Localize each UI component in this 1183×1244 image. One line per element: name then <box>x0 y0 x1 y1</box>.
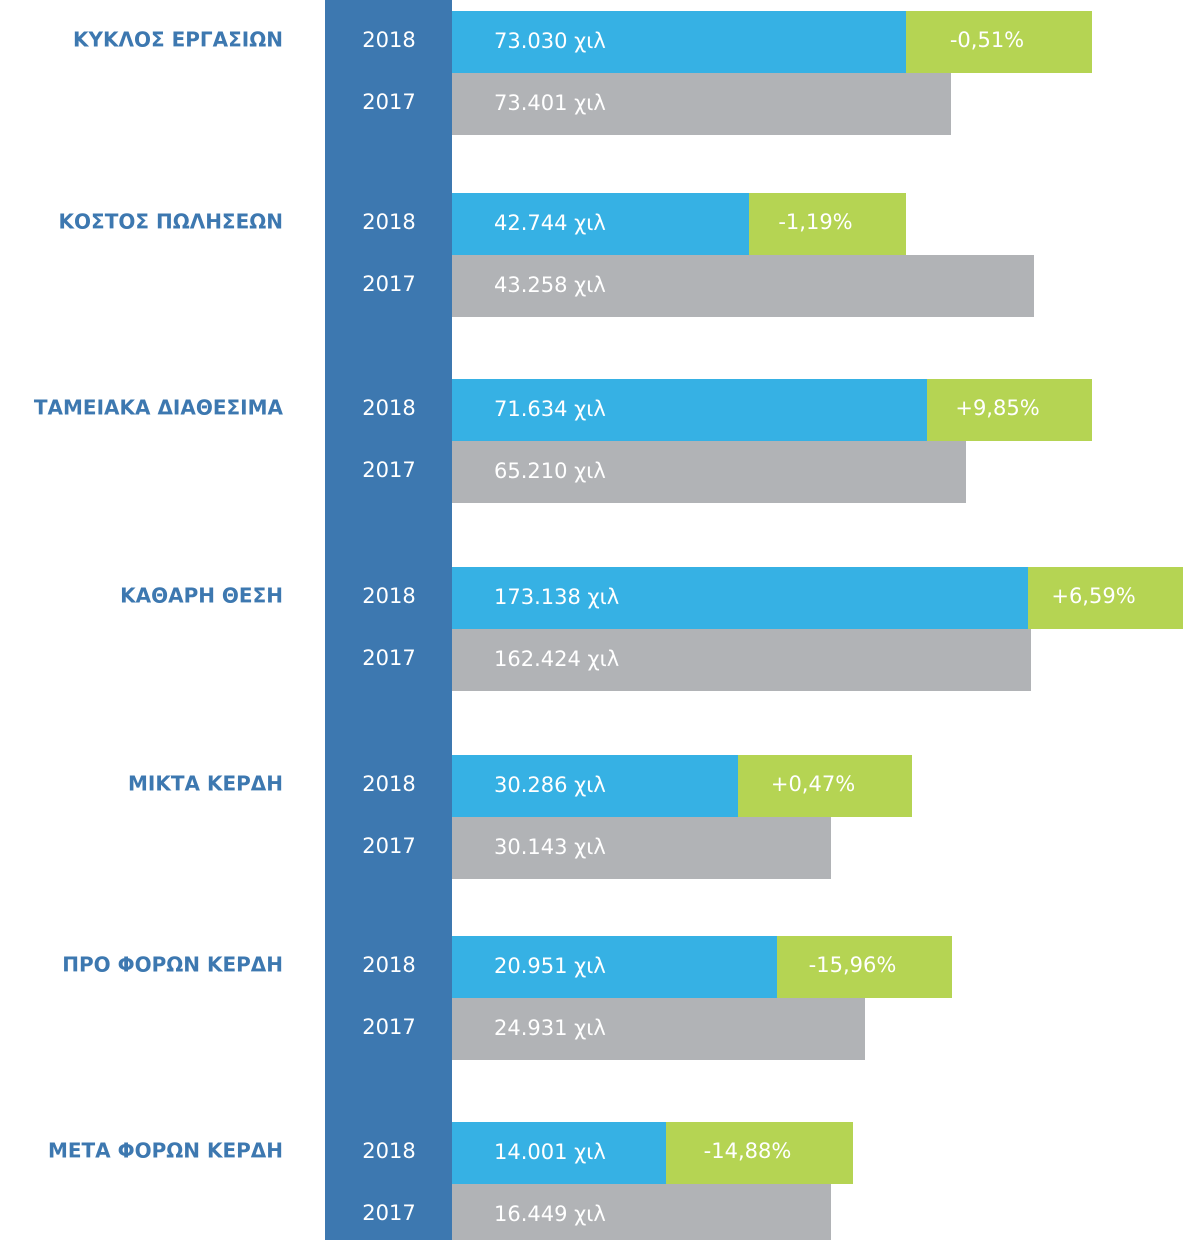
change-value: -15,96% <box>809 953 897 977</box>
current-year: 2018 <box>362 1139 415 1163</box>
category-label: ΚΑΘΑΡΗ ΘΕΣΗ <box>120 584 283 608</box>
current-year: 2018 <box>362 772 415 796</box>
category-label: ΠΡΟ ΦΟΡΩΝ ΚΕΡΔΗ <box>62 953 283 977</box>
current-value: 42.744 χιλ <box>494 211 606 235</box>
category-label: ΜΕΤΑ ΦΟΡΩΝ ΚΕΡΔΗ <box>48 1139 283 1163</box>
current-value: 14.001 χιλ <box>494 1140 606 1164</box>
previous-bar <box>452 998 865 1060</box>
previous-bar <box>452 73 951 135</box>
previous-value: 73.401 χιλ <box>494 91 606 115</box>
current-year: 2018 <box>362 953 415 977</box>
current-value: 173.138 χιλ <box>494 585 619 609</box>
current-value: 73.030 χιλ <box>494 29 606 53</box>
previous-bar <box>452 1184 831 1244</box>
previous-bar <box>452 817 831 879</box>
change-value: +6,59% <box>1051 584 1135 608</box>
change-bar <box>906 11 1092 73</box>
current-bar <box>452 1122 666 1184</box>
current-value: 30.286 χιλ <box>494 773 606 797</box>
change-value: -14,88% <box>704 1139 792 1163</box>
change-bar <box>927 379 1092 441</box>
current-year: 2018 <box>362 28 415 52</box>
change-bar <box>666 1122 853 1184</box>
previous-year: 2017 <box>362 90 415 114</box>
previous-bar <box>452 629 1031 691</box>
previous-year: 2017 <box>362 1015 415 1039</box>
category-label: ΚΥΚΛΟΣ ΕΡΓΑΣΙΩΝ <box>73 28 283 52</box>
current-bar <box>452 755 738 817</box>
previous-value: 65.210 χιλ <box>494 459 606 483</box>
previous-value: 30.143 χιλ <box>494 835 606 859</box>
current-bar <box>452 936 777 998</box>
change-bar <box>749 193 906 255</box>
category-label: ΤΑΜΕΙΑΚΑ ΔΙΑΘΕΣΙΜΑ <box>34 396 284 420</box>
previous-year: 2017 <box>362 646 415 670</box>
current-bar <box>452 379 927 441</box>
change-bar <box>738 755 912 817</box>
year-column <box>325 0 452 1240</box>
current-bar <box>452 193 749 255</box>
previous-value: 43.258 χιλ <box>494 273 606 297</box>
current-year: 2018 <box>362 396 415 420</box>
current-year: 2018 <box>362 210 415 234</box>
change-bar <box>1028 567 1183 629</box>
category-label: ΜΙΚΤΑ ΚΕΡΔΗ <box>128 772 283 796</box>
change-bar <box>777 936 952 998</box>
previous-year: 2017 <box>362 1201 415 1225</box>
current-bar <box>452 567 1028 629</box>
previous-bar <box>452 255 1034 317</box>
previous-value: 162.424 χιλ <box>494 647 619 671</box>
previous-year: 2017 <box>362 272 415 296</box>
previous-bar <box>452 441 966 503</box>
previous-year: 2017 <box>362 458 415 482</box>
change-value: +9,85% <box>955 396 1039 420</box>
change-value: +0,47% <box>771 772 855 796</box>
previous-year: 2017 <box>362 834 415 858</box>
current-value: 71.634 χιλ <box>494 397 606 421</box>
change-value: -1,19% <box>778 210 852 234</box>
category-label: ΚΟΣΤΟΣ ΠΩΛΗΣΕΩΝ <box>59 210 283 234</box>
current-bar <box>452 11 906 73</box>
current-value: 20.951 χιλ <box>494 954 606 978</box>
previous-value: 16.449 χιλ <box>494 1202 606 1226</box>
previous-value: 24.931 χιλ <box>494 1016 606 1040</box>
current-year: 2018 <box>362 584 415 608</box>
change-value: -0,51% <box>950 28 1024 52</box>
